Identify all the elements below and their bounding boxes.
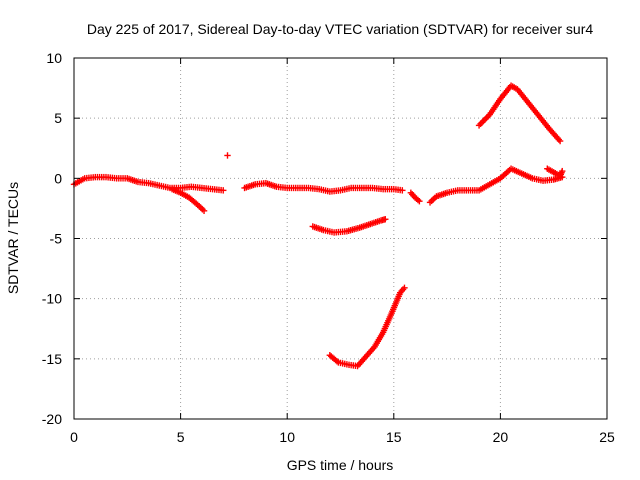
data-point (401, 284, 408, 292)
data-point (559, 167, 566, 175)
data-point (200, 207, 208, 215)
x-tick-label: 0 (70, 429, 78, 445)
y-tick-label: -15 (42, 351, 62, 367)
x-tick-label: 20 (493, 429, 509, 445)
y-tick-label: 0 (54, 170, 62, 186)
data-point (220, 187, 227, 194)
axis-ticks (73, 57, 608, 420)
x-tick-label: 25 (599, 429, 615, 445)
data-point (556, 137, 564, 145)
y-tick-label: -10 (42, 291, 62, 307)
data-point (414, 196, 422, 204)
chart-title: Day 225 of 2017, Sidereal Day-to-day VTE… (87, 21, 593, 37)
data-point (224, 152, 231, 159)
y-tick-label: -20 (42, 411, 62, 427)
data-points (70, 82, 566, 370)
data-point (399, 187, 406, 194)
data-point (382, 216, 389, 223)
grid-lines (74, 58, 607, 419)
data-point (416, 197, 423, 205)
x-tick-label: 15 (386, 429, 402, 445)
x-tick-label: 5 (177, 429, 185, 445)
tick-labels: 0 5 10 15 20 25 -20 -15 -10 -5 0 5 10 (42, 50, 615, 445)
x-axis-label: GPS time / hours (287, 457, 394, 473)
y-tick-label: -5 (50, 231, 63, 247)
data-point (333, 358, 341, 365)
y-tick-label: 10 (46, 50, 62, 66)
y-axis-label: SDTVAR / TECUs (5, 182, 21, 294)
y-tick-label: 5 (54, 110, 62, 126)
x-tick-label: 10 (279, 429, 295, 445)
